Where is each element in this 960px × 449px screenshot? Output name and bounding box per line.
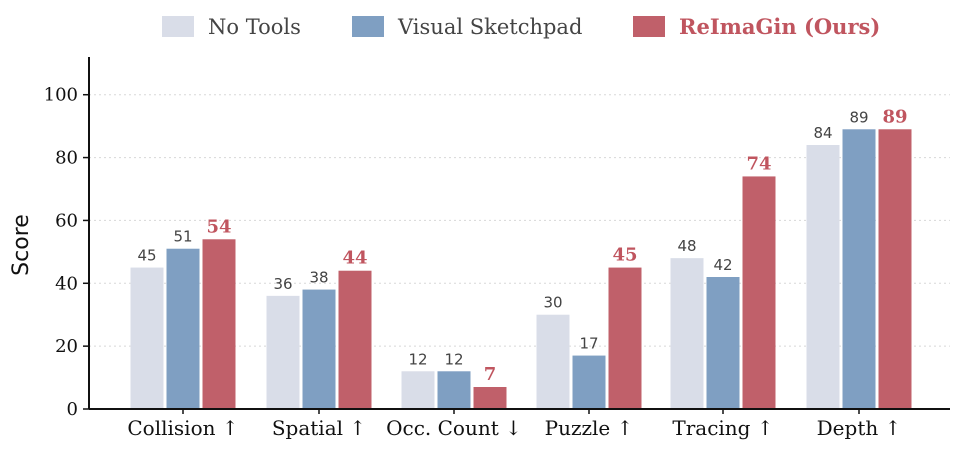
legend-swatch [633, 16, 665, 37]
bar [806, 145, 840, 409]
data-label: 36 [273, 275, 292, 293]
legend-swatch [162, 16, 194, 37]
bar [302, 289, 336, 409]
y-tick-label: 0 [67, 399, 78, 420]
x-tick-label: Collision ↑ [127, 416, 238, 440]
bar [266, 295, 300, 409]
x-tick-label: Tracing ↑ [672, 416, 773, 440]
bar [473, 387, 507, 409]
bar [401, 371, 435, 409]
x-tick-label: Depth ↑ [817, 416, 902, 440]
y-tick-label: 40 [55, 273, 78, 294]
data-label: 42 [713, 256, 732, 274]
axes: 0 20 40 60 80 100 Collision ↑ Spatial ↑ Occ. Cou… [9, 57, 950, 440]
legend-label: Visual Sketchpad [397, 15, 582, 39]
bar [742, 176, 776, 409]
bar [536, 314, 570, 409]
gridlines [89, 94, 950, 347]
bar [842, 129, 876, 410]
legend-label: ReImaGin (Ours) [679, 14, 880, 39]
legend-swatch [352, 16, 384, 37]
y-tick-label: 80 [55, 148, 78, 169]
x-tick-label: Spatial ↑ [272, 416, 366, 440]
bar [130, 267, 164, 409]
data-label: 17 [579, 335, 598, 353]
legend-label: No Tools [208, 15, 301, 39]
bars [130, 129, 912, 410]
y-tick-label: 100 [44, 85, 78, 106]
data-label: 84 [813, 124, 832, 142]
data-label: 12 [408, 350, 427, 368]
legend: No Tools Visual Sketchpad ReImaGin (Ours) [162, 14, 880, 39]
data-labels: 45 51 54 36 38 44 12 12 7 30 17 45 48 42 74 84 89 89 [137, 106, 907, 385]
data-label: 89 [849, 108, 868, 126]
y-tick-label: 20 [55, 336, 78, 357]
x-tick-label: Puzzle ↑ [545, 416, 634, 440]
bar [166, 248, 200, 409]
data-label: 44 [342, 248, 367, 269]
y-tick-label: 60 [55, 210, 78, 231]
data-label: 7 [484, 364, 497, 385]
bar [878, 129, 912, 410]
data-label: 45 [137, 247, 156, 265]
bar [338, 270, 372, 409]
y-axis-label: Score [9, 214, 34, 276]
data-label: 74 [746, 153, 771, 174]
bar [437, 371, 471, 409]
data-label: 89 [882, 106, 907, 127]
data-label: 48 [677, 237, 696, 255]
data-label: 54 [206, 216, 231, 237]
bar [202, 239, 236, 409]
bar [572, 355, 606, 409]
data-label: 51 [173, 228, 192, 246]
data-label: 12 [444, 350, 463, 368]
data-label: 38 [309, 269, 328, 287]
bar [608, 267, 642, 409]
bar [706, 277, 740, 409]
x-tick-label: Occ. Count ↓ [386, 416, 522, 440]
data-label: 30 [543, 294, 562, 312]
bar [670, 258, 704, 409]
data-label: 45 [612, 245, 637, 266]
